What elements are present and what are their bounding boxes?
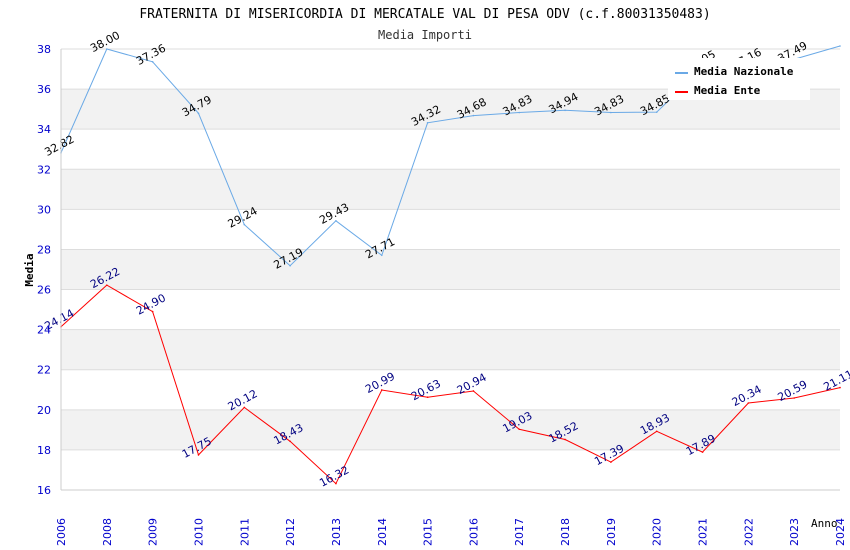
- data-point: [335, 219, 337, 222]
- data-point: [243, 223, 246, 226]
- data-point: [610, 461, 612, 463]
- plot-band: [61, 169, 840, 210]
- plot-band: [61, 449, 840, 490]
- x-tick-label: 2023: [788, 518, 801, 546]
- data-point: [518, 428, 521, 431]
- data-point: [151, 310, 154, 313]
- plot-bands: [61, 49, 840, 490]
- plot-band: [61, 369, 840, 410]
- data-point: [655, 430, 658, 433]
- data-point: [106, 284, 108, 286]
- data-point: [793, 397, 795, 399]
- y-tick-label: 28: [37, 243, 51, 256]
- data-point: [472, 114, 475, 117]
- x-tick-label: 2006: [55, 518, 68, 546]
- y-tick-label: 18: [37, 444, 51, 457]
- chart-subtitle: Media Importi: [378, 28, 472, 42]
- y-axis-title: Media: [23, 253, 36, 286]
- x-tick-label: 2009: [147, 518, 160, 546]
- data-point: [197, 112, 200, 115]
- x-tick-label: 2021: [697, 518, 710, 546]
- y-tick-label: 32: [37, 163, 51, 176]
- plot-band: [61, 249, 840, 290]
- data-point: [335, 482, 337, 485]
- y-tick-label: 38: [37, 43, 51, 56]
- x-tick-label: 2013: [330, 518, 343, 546]
- x-tick-label: 2024: [834, 518, 847, 546]
- legend-label-media-ente: Media Ente: [694, 84, 761, 97]
- x-tick-label: 2011: [238, 518, 251, 546]
- data-point: [518, 111, 521, 114]
- data-point: [243, 406, 246, 409]
- plot-band: [61, 289, 840, 330]
- x-tick-label: 2014: [376, 518, 389, 546]
- y-tick-label: 26: [37, 284, 51, 297]
- data-point: [610, 111, 612, 114]
- legend-box: [668, 58, 810, 100]
- data-point: [747, 402, 750, 404]
- data-point: [151, 61, 154, 63]
- x-tick-label: 2019: [605, 518, 618, 546]
- data-point: [289, 264, 291, 267]
- x-tick-label: 2010: [192, 518, 205, 546]
- x-tick-label: 2017: [513, 518, 526, 546]
- plot-band: [61, 209, 840, 250]
- y-tick-label: 22: [37, 364, 51, 377]
- data-point: [426, 121, 429, 124]
- y-tick-label: 16: [37, 484, 51, 497]
- legend-label-media-nazionale: Media Nazionale: [694, 65, 794, 78]
- y-tick-label: 36: [37, 83, 51, 96]
- data-point: [380, 389, 383, 391]
- plot-band: [61, 329, 840, 370]
- legend: Media Nazionale Media Ente: [668, 58, 810, 100]
- x-tick-label: 2008: [101, 518, 114, 546]
- data-point: [839, 386, 841, 389]
- y-tick-label: 20: [37, 404, 51, 417]
- data-point: [289, 440, 291, 443]
- y-tick-label: 24: [37, 324, 51, 337]
- y-tick-label: 30: [37, 203, 51, 216]
- y-tick-label: 34: [37, 123, 51, 136]
- x-tick-label: 2012: [284, 518, 297, 546]
- x-tick-label: 2022: [742, 518, 755, 546]
- x-tick-label: 2015: [422, 518, 435, 546]
- data-point: [380, 254, 383, 257]
- data-point: [839, 45, 841, 47]
- x-tick-label: 2020: [651, 518, 664, 546]
- x-axis-title: Anno: [811, 517, 838, 530]
- series-line-media-ente: [60, 284, 841, 485]
- data-point: [655, 111, 658, 113]
- plot-band: [61, 129, 840, 170]
- data-point: [564, 109, 566, 112]
- data-point: [106, 48, 108, 50]
- data-point: [472, 390, 475, 392]
- chart-title: FRATERNITA DI MISERICORDIA DI MERCATALE …: [139, 7, 710, 22]
- x-tick-label: 2018: [559, 518, 572, 546]
- data-point: [564, 438, 566, 441]
- x-tick-label: 2016: [467, 518, 480, 546]
- data-point: [701, 451, 704, 453]
- data-point: [426, 396, 429, 398]
- data-point: [197, 454, 200, 456]
